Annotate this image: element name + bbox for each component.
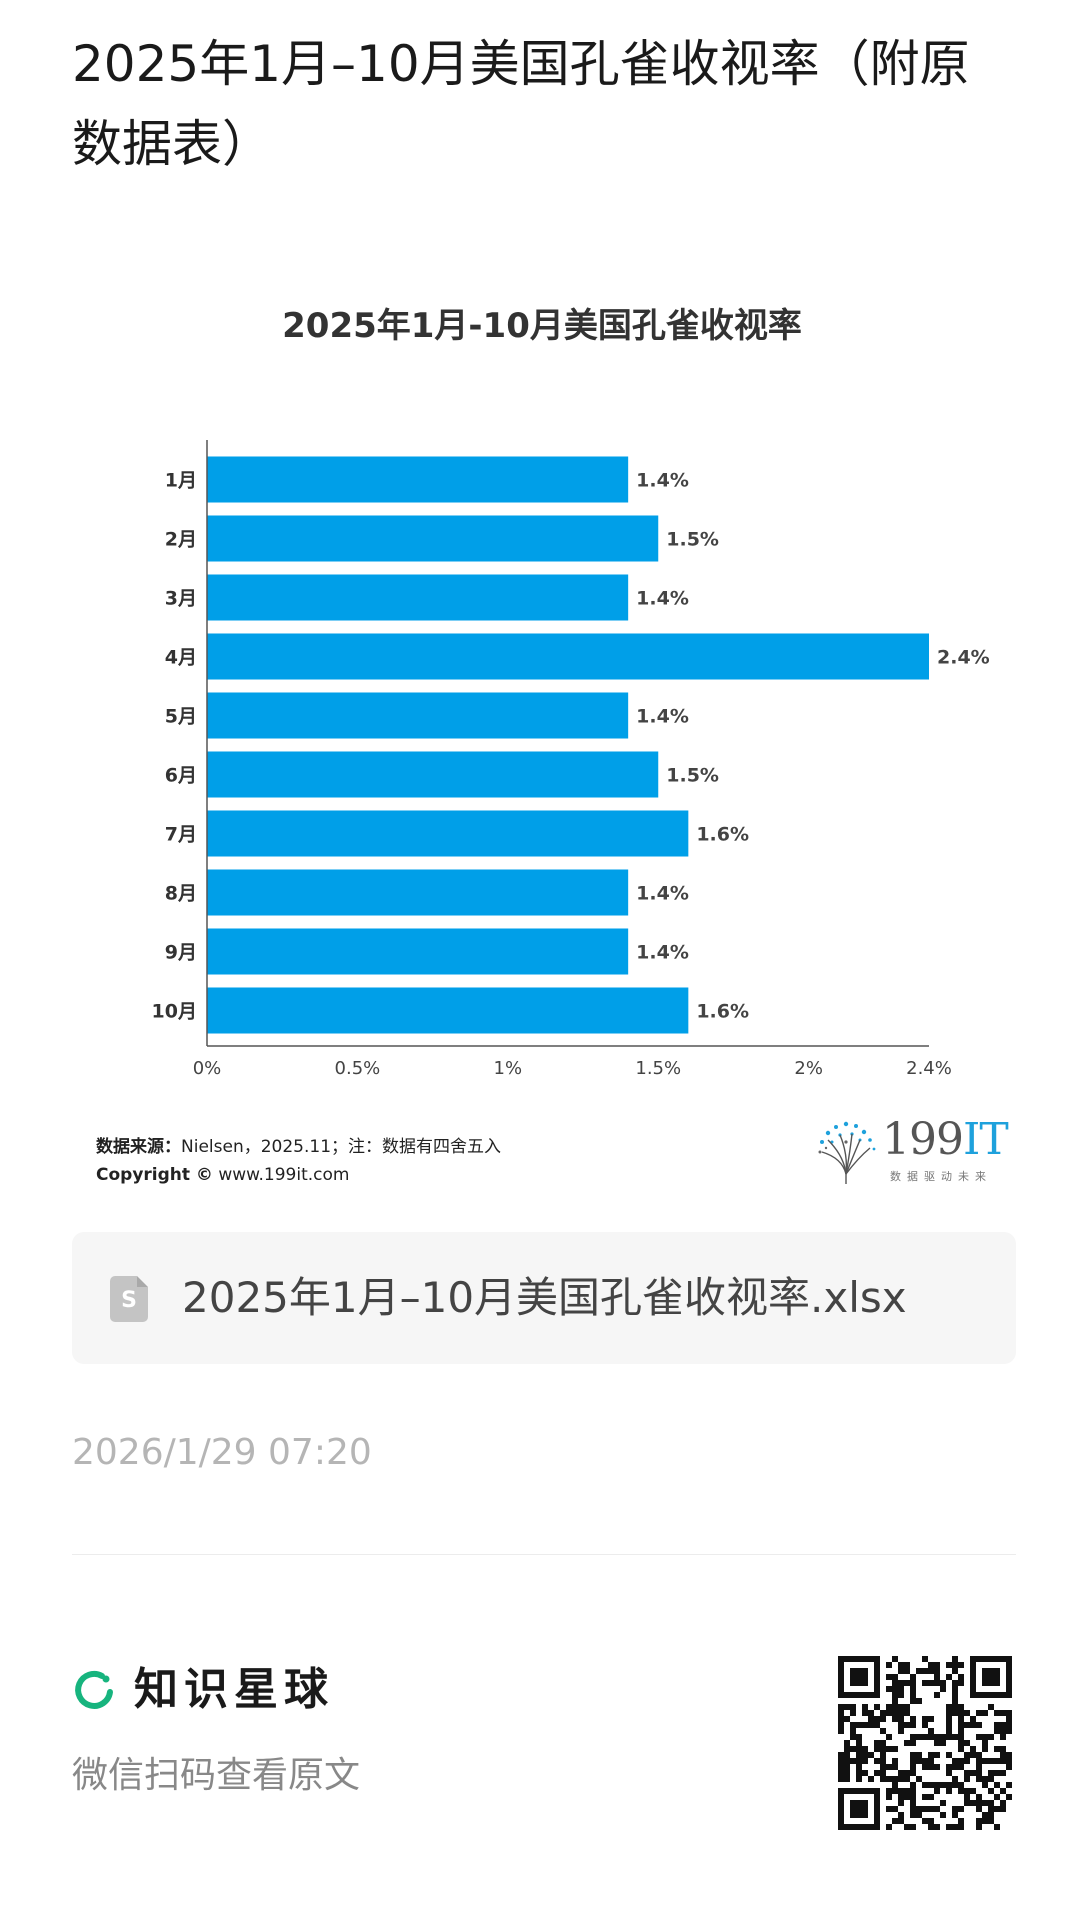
y-tick-label: 1月 xyxy=(165,470,197,492)
data-label: 1.6% xyxy=(696,1001,749,1023)
199it-logo: 199IT 数据驱动未来 xyxy=(812,1112,1012,1192)
chart-figure: 2025年1月-10月美国孔雀收视率 1月 1.4% 2月 1.5% 3月 1.4% 4月 2… xyxy=(72,270,1012,1210)
data-label: 1.4% xyxy=(636,883,689,905)
y-tick-label: 9月 xyxy=(165,942,197,964)
attachment-filename[interactable]: 2025年1月–10月美国孔雀收视率.xlsx xyxy=(182,1273,907,1322)
brand-name: 知识星球 xyxy=(134,1664,334,1715)
source-text: Nielsen，2025.11；注：数据有四舍五入 xyxy=(181,1137,502,1157)
x-tick-label: 0% xyxy=(193,1058,222,1079)
copyright-site: www.199it.com xyxy=(218,1165,350,1185)
y-tick-label: 6月 xyxy=(165,765,197,787)
x-tick-label: 1% xyxy=(494,1058,523,1079)
x-tick-label: 2% xyxy=(794,1058,823,1079)
y-tick-label: 2月 xyxy=(165,529,197,551)
bar xyxy=(207,810,689,857)
y-tick-label: 8月 xyxy=(165,883,197,905)
data-label: 1.4% xyxy=(636,588,689,610)
dandelion-logo-icon xyxy=(818,1121,876,1184)
source-label: 数据来源： xyxy=(96,1137,181,1157)
spreadsheet-file-icon: S xyxy=(110,1276,148,1322)
y-tick-label: 3月 xyxy=(165,588,197,610)
data-label: 1.4% xyxy=(636,470,689,492)
bar xyxy=(207,456,629,503)
scan-hint: 微信扫码查看原文 xyxy=(72,1755,361,1796)
chart-title: 2025年1月-10月美国孔雀收视率 xyxy=(282,306,802,346)
attachment-card[interactable]: S 2025年1月–10月美国孔雀收视率.xlsx xyxy=(72,1232,1016,1364)
y-tick-label: 4月 xyxy=(165,647,197,669)
logo-tagline: 数据驱动未来 xyxy=(890,1170,992,1183)
y-tick-label: 5月 xyxy=(165,706,197,728)
page-title: 2025年1月–10月美国孔雀收视率（附原数据表） xyxy=(72,35,970,173)
post-timestamp: 2026/1/29 07:20 xyxy=(72,1432,372,1473)
x-tick-label: 1.5% xyxy=(635,1058,681,1079)
qr-code-icon[interactable] xyxy=(838,1656,1012,1830)
x-tick-label: 2.4% xyxy=(906,1058,952,1079)
bar xyxy=(207,515,659,562)
zsxq-logo-icon xyxy=(75,1671,113,1709)
bar-chart: 1月 1.4% 2月 1.5% 3月 1.4% 4月 2.4% 5月 1.4% 6月 1.5% 7月 1.… xyxy=(152,440,990,1079)
data-label: 1.4% xyxy=(636,706,689,728)
data-label: 2.4% xyxy=(937,647,990,669)
bar xyxy=(207,751,659,798)
y-tick-label: 10月 xyxy=(152,1001,197,1023)
x-tick-label: 0.5% xyxy=(335,1058,381,1079)
bar xyxy=(207,574,629,621)
source-note: 数据来源：Nielsen，2025.11；注：数据有四舍五入 Copyright… xyxy=(96,1133,501,1189)
data-label: 1.5% xyxy=(666,765,719,787)
bar xyxy=(207,928,629,975)
divider xyxy=(72,1554,1016,1555)
bar xyxy=(207,869,629,916)
data-label: 1.6% xyxy=(696,824,749,846)
bar xyxy=(207,987,689,1034)
bar xyxy=(207,692,629,739)
copyright-label: Copyright © xyxy=(96,1165,213,1185)
bar xyxy=(207,633,929,680)
y-tick-label: 7月 xyxy=(165,824,197,846)
data-label: 1.5% xyxy=(666,529,719,551)
logo-wordmark: 199IT xyxy=(882,1114,1009,1165)
data-label: 1.4% xyxy=(636,942,689,964)
